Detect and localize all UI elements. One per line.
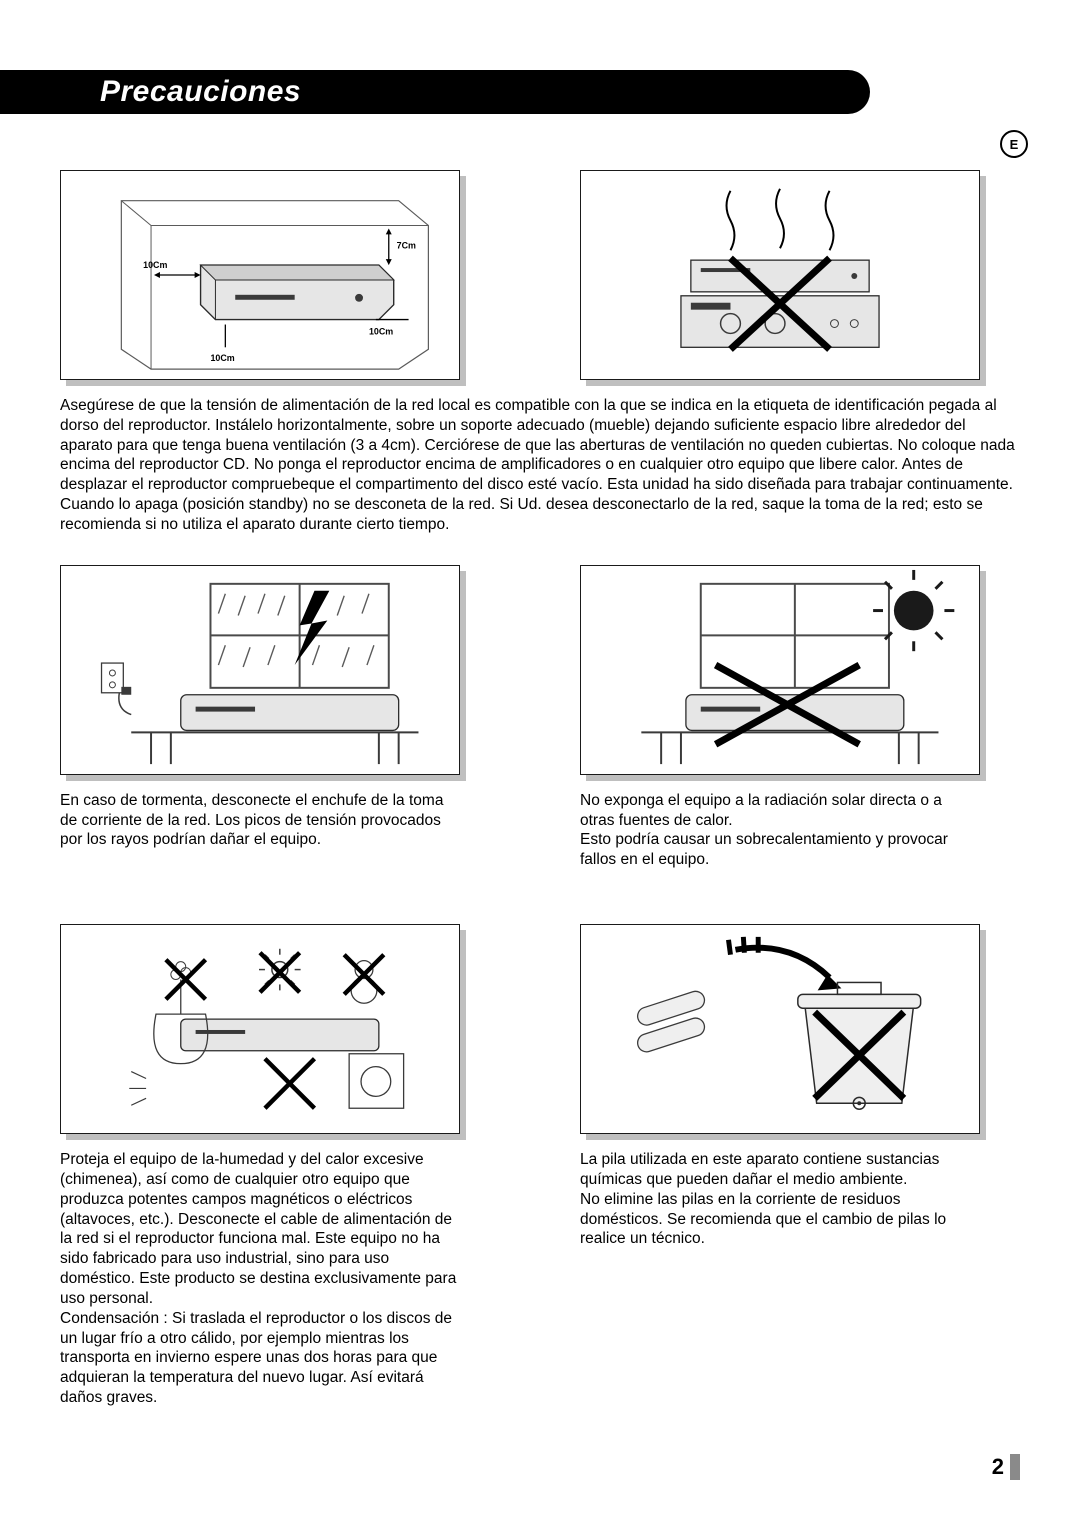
page-title: Precauciones: [100, 75, 301, 109]
label-10cm-bottom: 10Cm: [210, 353, 234, 363]
section3-left-text: Proteja el equipo de la-humedad y del ca…: [60, 1150, 460, 1408]
language-badge: E: [1000, 130, 1028, 158]
figure-row-2: [60, 565, 1020, 775]
figure-storm-unplug: [60, 565, 460, 775]
figure-no-sunlight: [580, 565, 980, 775]
figure-no-stacking-heat: [580, 170, 980, 380]
text-row-2: En caso de tormenta, desconecte el enchu…: [60, 791, 1020, 870]
page-number: 2: [992, 1454, 1020, 1480]
text-row-3: Proteja el equipo de la-humedad y del ca…: [60, 1150, 1020, 1408]
section2-right-text: No exponga el equipo a la radiación sola…: [580, 791, 980, 870]
language-badge-letter: E: [1010, 137, 1019, 152]
header-pill: Precauciones: [0, 70, 870, 114]
label-10cm-left: 10Cm: [143, 260, 167, 270]
content-area: 7Cm 10Cm 10Cm 10Cm: [60, 170, 1020, 1424]
section3-right-text: La pila utilizada en este aparato contie…: [580, 1150, 980, 1408]
figure-ventilation-clearance: 7Cm 10Cm 10Cm 10Cm: [60, 170, 460, 380]
section1-paragraph: Asegúrese de que la tensión de alimentac…: [60, 396, 1020, 535]
section2-left-text: En caso de tormenta, desconecte el enchu…: [60, 791, 460, 870]
label-7cm: 7Cm: [397, 240, 416, 250]
figure-no-humidity-magnets: [60, 924, 460, 1134]
figure-battery-disposal: [580, 924, 980, 1134]
page-number-value: 2: [992, 1454, 1004, 1480]
label-10cm-right: 10Cm: [369, 326, 393, 336]
figure-row-3: [60, 924, 1020, 1134]
figure-row-1: 7Cm 10Cm 10Cm 10Cm: [60, 170, 1020, 380]
